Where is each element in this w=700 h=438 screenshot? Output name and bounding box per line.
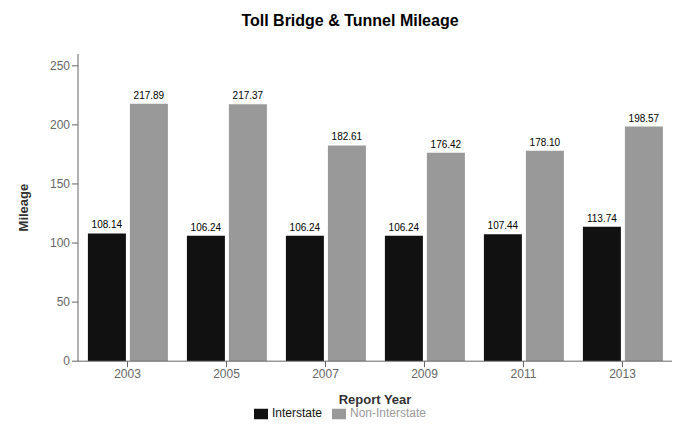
svg-text:Report Year: Report Year bbox=[339, 392, 412, 407]
svg-text:2013: 2013 bbox=[609, 367, 636, 381]
svg-text:2005: 2005 bbox=[213, 367, 240, 381]
svg-text:176.42: 176.42 bbox=[431, 139, 462, 150]
html-text:Toll Bridge & Tunnel Mileage: Toll Bridge & Tunnel Mileage bbox=[241, 12, 459, 29]
svg-text:Mileage: Mileage bbox=[16, 184, 31, 232]
svg-text:0: 0 bbox=[63, 354, 70, 368]
html-text:Interstate: Interstate bbox=[272, 406, 322, 421]
svg-text:2011: 2011 bbox=[511, 367, 537, 381]
svg-text:2009: 2009 bbox=[411, 367, 438, 381]
svg-text:100: 100 bbox=[50, 236, 70, 250]
html-text:Non-Interstate: Non-Interstate bbox=[350, 406, 426, 421]
svg-text:217.89: 217.89 bbox=[134, 90, 165, 101]
svg-text:106.24: 106.24 bbox=[389, 222, 420, 233]
svg-text:217.37: 217.37 bbox=[233, 90, 264, 101]
svg-text:150: 150 bbox=[50, 177, 70, 191]
svg-text:2007: 2007 bbox=[312, 367, 339, 381]
svg-text:198.57: 198.57 bbox=[629, 113, 660, 124]
svg-text:50: 50 bbox=[57, 295, 71, 309]
svg-text:2003: 2003 bbox=[114, 367, 141, 381]
svg-text:200: 200 bbox=[50, 118, 70, 132]
svg-text:107.44: 107.44 bbox=[488, 220, 519, 231]
svg-text:250: 250 bbox=[50, 59, 70, 73]
svg-text:106.24: 106.24 bbox=[290, 222, 321, 233]
svg-text:182.61: 182.61 bbox=[332, 131, 363, 142]
svg-text:178.10: 178.10 bbox=[530, 137, 561, 148]
svg-text:113.74: 113.74 bbox=[587, 213, 617, 224]
svg-text:106.24: 106.24 bbox=[191, 222, 222, 233]
svg-text:108.14: 108.14 bbox=[92, 219, 123, 230]
